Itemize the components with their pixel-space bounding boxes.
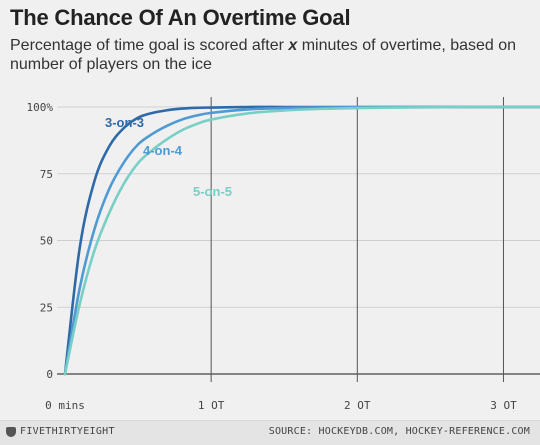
chart-subtitle: Percentage of time goal is scored after … [10,36,530,74]
y-tick-label: 0 [46,368,53,381]
series-label-5-on-5: 5-on-5 [193,184,232,199]
y-tick-label: 75 [40,168,53,181]
x-tick-label: 0 mins [45,399,85,412]
line-chart: 0 25 50 75 100% 0 mins 1 OT 2 OT 3 OT 3-on-3 4-on… [27,97,540,412]
y-tick-label: 50 [40,235,53,248]
series-label-3-on-3: 3-on-3 [105,115,144,130]
x-tick-label: 1 OT [198,399,225,412]
fox-logo-icon [6,426,16,437]
subtitle-text-start: Percentage of time goal is scored after [10,37,289,54]
brand-name: FIVETHIRTYEIGHT [20,426,115,437]
subtitle-text-end: minutes of overtime, based on number of … [10,37,517,73]
series-labels: 3-on-3 4-on-4 5-on-5 [105,115,232,199]
x-tick-label: 2 OT [344,399,371,412]
footer: FIVETHIRTYEIGHT SOURCE: HOCKEYDB.COM, HO… [0,420,540,445]
x-tick-label: 3 OT [490,399,517,412]
y-tick-label: 100% [27,101,54,114]
source-note: SOURCE: HOCKEYDB.COM, HOCKEY-REFERENCE.C… [268,426,530,437]
grid [57,97,540,382]
chart-title: The Chance Of An Overtime Goal [10,5,351,30]
series-label-4-on-4: 4-on-4 [143,143,183,158]
series-lines [63,105,540,376]
y-tick-label: 25 [40,301,53,314]
series-line-5-on-5 [63,105,540,376]
subtitle-variable: x [288,37,298,54]
axis-ticks: 0 25 50 75 100% 0 mins 1 OT 2 OT 3 OT [27,101,518,412]
brand: FIVETHIRTYEIGHT [6,426,115,437]
